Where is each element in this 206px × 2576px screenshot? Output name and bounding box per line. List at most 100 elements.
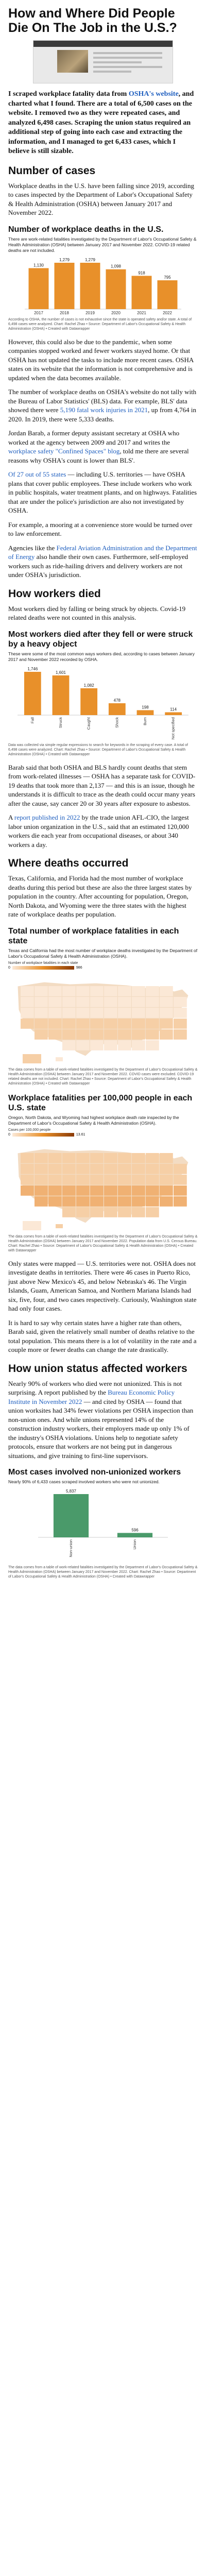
faa-doe-link[interactable]: Federal Aviation Administration and the …: [8, 544, 197, 561]
state-shape: [48, 1163, 62, 1174]
us-choropleth-total: [17, 981, 189, 1063]
state-shape: [104, 1196, 117, 1207]
state-shape: [146, 1029, 159, 1040]
bar-2022: [157, 280, 178, 309]
section-heading-union: How union status affected workers: [8, 1362, 187, 1375]
category-label: Non-union: [68, 1539, 73, 1557]
state-shape: [35, 996, 48, 1007]
chart-title-union: Most cases involved non-unionized worker…: [8, 1468, 181, 1477]
chart-subtitle-causes: These were some of the most common ways …: [8, 651, 195, 662]
value-label: 1,601: [56, 670, 66, 674]
cases-paragraph-7: Agencies like the Federal Aviation Admin…: [8, 544, 197, 579]
state-shape: [174, 1007, 187, 1018]
state-shape: [90, 1153, 104, 1163]
state-shape: [146, 1207, 159, 1217]
afl-cio-report-link[interactable]: report published in 2022: [14, 814, 80, 821]
state-shape: [76, 1018, 90, 1029]
category-label: Not specified: [171, 717, 176, 739]
bar-caught: [80, 688, 98, 715]
state-shape: [76, 1174, 90, 1185]
chart-causes-of-death: 1,746 Fall 1,601 Struck 1,082 Caught 478 Shock 1…: [8, 665, 198, 742]
state-shape: [118, 1018, 131, 1029]
state-shape: [90, 1174, 104, 1185]
epi-report-link[interactable]: Bureau Economic Policy Institute in Nove…: [8, 1388, 175, 1405]
value-label: 5,837: [66, 1489, 77, 1494]
state-shape: [90, 1163, 104, 1174]
bar-burn: [136, 709, 154, 715]
chart-union-status: 5,837 Non-union 596 Union: [8, 1487, 198, 1564]
category-label: Shock: [114, 717, 119, 727]
state-shape: [76, 1185, 90, 1196]
state-shape: [62, 996, 76, 1007]
state-shape: [118, 986, 131, 996]
confined-spaces-blog-link[interactable]: workplace safety "Confined Spaces" blog: [8, 447, 120, 455]
state-shape: [62, 1185, 76, 1196]
map-title-total-fatalities: Total number of workplace fatalities in …: [8, 926, 179, 945]
state-shape: [35, 1153, 48, 1163]
cases-paragraph-6: For example, a mooring at a convenience …: [8, 520, 193, 538]
state-shape: [48, 996, 62, 1007]
state-shape: [90, 1185, 104, 1196]
state-shape: [21, 1153, 34, 1163]
state-shape: [35, 1163, 48, 1174]
state-shape: [104, 1153, 117, 1163]
us-choropleth-per-capita: [17, 1148, 189, 1230]
state-shape: [62, 1207, 76, 1217]
state-shape: [146, 986, 159, 996]
state-shape: [118, 1007, 131, 1018]
legend-min-per-capita: 0: [8, 1132, 10, 1137]
state-shape: [90, 986, 104, 996]
state-shape: [160, 1163, 173, 1174]
state-shape: [90, 1207, 104, 1217]
section-heading-cases: Number of cases: [8, 164, 96, 177]
category-label: 2019: [85, 311, 95, 315]
state-shape: [48, 1196, 62, 1207]
map-subtitle-per-capita: Oregon, North Dakota, and Wyoming had hi…: [8, 1114, 179, 1126]
state-shape: [104, 1163, 117, 1174]
state-shape: [118, 1174, 131, 1185]
state-shape: [160, 1018, 173, 1029]
state-shape: [146, 996, 159, 1007]
chart-subtitle-union: Nearly 90% of 6,433 cases scraped involv…: [8, 1479, 160, 1484]
section-heading-how-died: How workers died: [8, 587, 101, 600]
bar-2021: [131, 275, 152, 309]
state-shape: [132, 1040, 145, 1050]
state-shape: [132, 986, 145, 996]
value-label: 596: [131, 1528, 139, 1532]
state-shape: [118, 1185, 131, 1196]
state-shape: [118, 996, 131, 1007]
category-label: 2018: [60, 311, 69, 315]
state-shape: [146, 1018, 159, 1029]
state-shape: [21, 1018, 34, 1029]
state-shape: [76, 1196, 90, 1207]
state-shape: [35, 1018, 48, 1029]
map-caption-total: The data comes from a table of work-rela…: [8, 1067, 198, 1086]
state-shape: [104, 1007, 117, 1018]
cases-paragraph-4: Jordan Barab, a former deputy assistant …: [8, 429, 189, 464]
legend-min-total: 0: [8, 965, 10, 970]
state-shape: [62, 1174, 76, 1185]
state-shape: [35, 1029, 48, 1040]
state-shape: [104, 1040, 117, 1050]
state-plans-link[interactable]: Of 27 out of 55 states: [8, 470, 66, 478]
map-legend-per-capita: 0 13.61: [8, 1132, 198, 1137]
state-shape: [76, 1207, 90, 1217]
state-shape: [174, 1174, 187, 1185]
map-caption-per-capita: The data comes from a table of work-rela…: [8, 1234, 198, 1252]
value-label: 795: [164, 275, 171, 280]
article: How and Where Did People Die On The Job …: [8, 6, 198, 1579]
state-shape: [160, 996, 173, 1007]
state-shape: [35, 986, 48, 996]
bar-fall: [24, 671, 41, 715]
osha-website-link[interactable]: OSHA's website: [128, 90, 179, 98]
state-shape: [35, 1185, 48, 1196]
state-shape: [104, 1174, 117, 1185]
state-shape: [174, 1196, 187, 1207]
bls-fatal-injuries-link[interactable]: 5,190 fatal work injuries in 2021: [60, 406, 148, 414]
state-shape: [48, 1018, 62, 1029]
state-shape: [62, 1029, 76, 1040]
state-shape: [48, 1029, 62, 1040]
bar-2017: [28, 267, 49, 309]
state-shape: [118, 1163, 131, 1174]
hero-header-bar: [33, 41, 173, 47]
